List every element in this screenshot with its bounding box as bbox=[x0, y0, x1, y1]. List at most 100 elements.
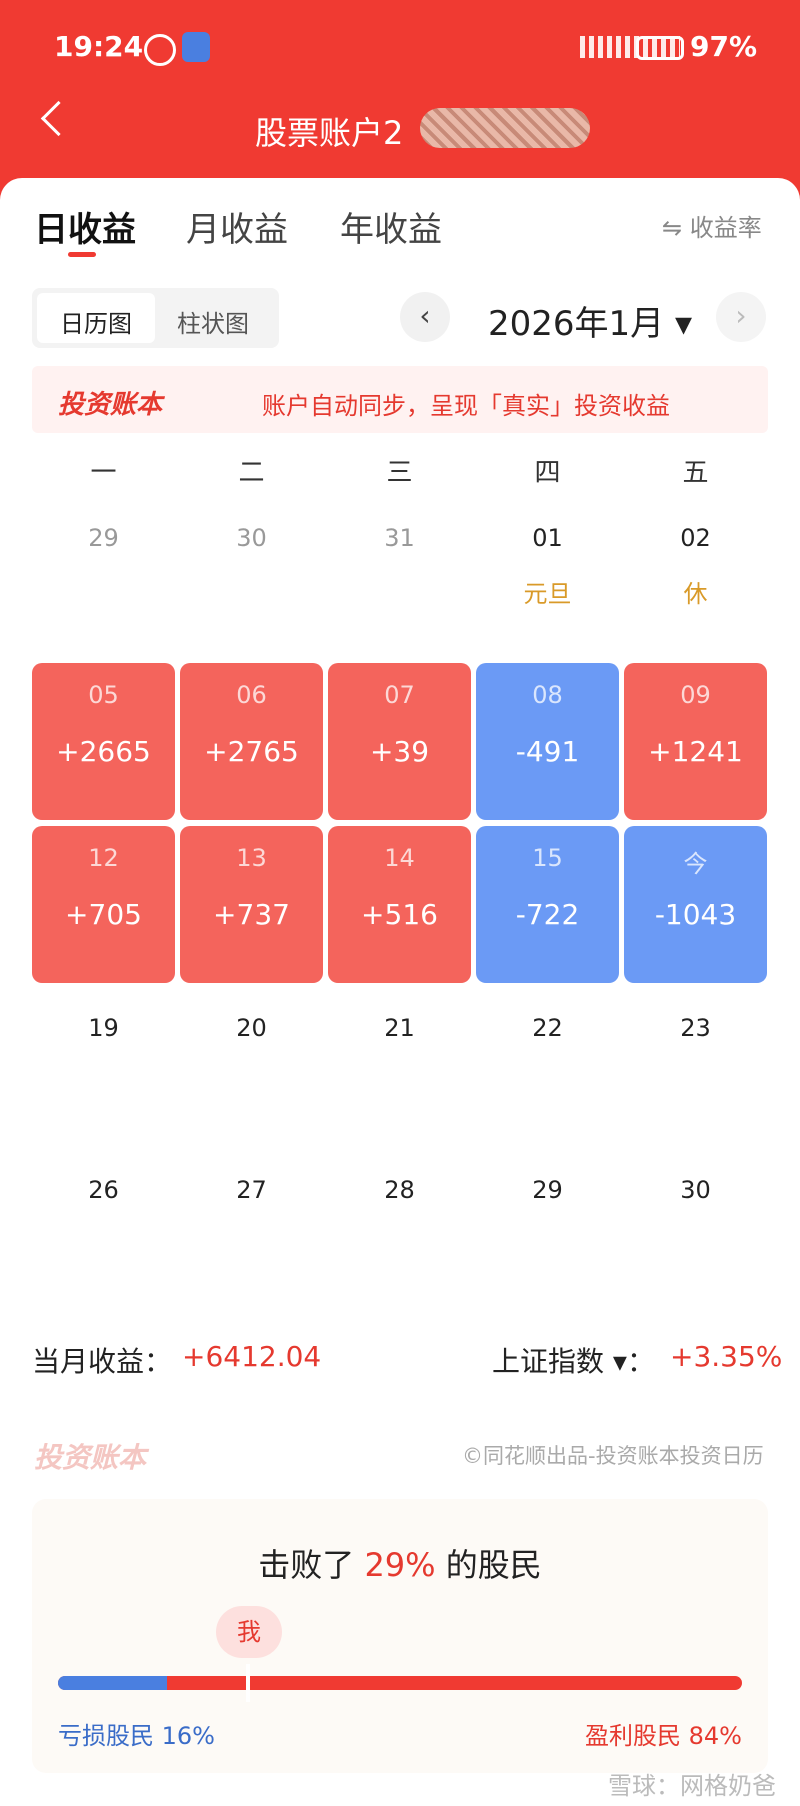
prev-month[interactable]: ‹ bbox=[400, 292, 450, 342]
day-pnl: -722 bbox=[515, 898, 580, 931]
day-cell[interactable]: 30 bbox=[624, 1162, 767, 1319]
day-cell[interactable]: 08 -491 bbox=[476, 663, 619, 820]
rank-percent: 29% bbox=[364, 1546, 436, 1584]
weekday: 一 bbox=[90, 458, 117, 488]
index-label: 上证指数 bbox=[492, 1345, 605, 1378]
day-cell[interactable]: 30 bbox=[180, 510, 323, 667]
signal-icons bbox=[580, 36, 680, 58]
index-colon: ： bbox=[626, 1345, 655, 1378]
watermark: 雪球：网格奶爸 bbox=[608, 1772, 776, 1800]
day-number: 19 bbox=[88, 1014, 119, 1042]
app-icon bbox=[182, 32, 210, 62]
day-number: 30 bbox=[236, 524, 267, 552]
index-selector[interactable]: 上证指数 ▾： bbox=[492, 1345, 655, 1378]
day-number: 23 bbox=[680, 1014, 711, 1042]
day-pnl: +737 bbox=[213, 898, 290, 931]
clock: 19:24 bbox=[54, 30, 144, 63]
day-number: 13 bbox=[236, 844, 267, 872]
weekday: 三 bbox=[386, 458, 413, 488]
day-cell[interactable]: 06 +2765 bbox=[180, 663, 323, 820]
rank-title: 击败了 29% 的股民 bbox=[0, 1540, 800, 1586]
view-bar[interactable]: 柱状图 bbox=[177, 310, 249, 338]
day-cell[interactable]: 05 +2665 bbox=[32, 663, 175, 820]
tab[interactable]: 月收益 bbox=[186, 210, 288, 250]
rate-toggle[interactable]: ⇋ 收益率 bbox=[662, 214, 762, 242]
back-button[interactable] bbox=[40, 100, 77, 137]
day-cell[interactable]: 01 元旦 bbox=[476, 510, 619, 667]
masked-account bbox=[420, 108, 590, 148]
footer-brand: 投资账本 bbox=[34, 1441, 147, 1474]
battery-icon bbox=[636, 36, 684, 60]
day-cell[interactable]: 31 bbox=[328, 510, 471, 667]
day-number: 15 bbox=[532, 844, 563, 872]
day-number: 31 bbox=[384, 524, 415, 552]
loss-label: 亏损股民 16% bbox=[58, 1722, 215, 1750]
day-cell[interactable]: 29 bbox=[32, 510, 175, 667]
day-cell[interactable]: 12 +705 bbox=[32, 826, 175, 983]
day-number: 07 bbox=[384, 681, 415, 709]
rate-label: 收益率 bbox=[689, 214, 762, 242]
rank-bar bbox=[58, 1676, 742, 1690]
day-cell[interactable]: 15 -722 bbox=[476, 826, 619, 983]
day-cell[interactable]: 22 bbox=[476, 1000, 619, 1157]
day-number: 12 bbox=[88, 844, 119, 872]
day-number: 22 bbox=[532, 1014, 563, 1042]
day-cell[interactable]: 27 bbox=[180, 1162, 323, 1319]
day-cell[interactable]: 02 休 bbox=[624, 510, 767, 667]
tab-indicator bbox=[68, 252, 96, 257]
day-number: 30 bbox=[680, 1176, 711, 1204]
day-pnl: +705 bbox=[65, 898, 142, 931]
day-pnl: +2665 bbox=[56, 735, 151, 768]
tab[interactable]: 年收益 bbox=[340, 210, 442, 250]
day-cell[interactable]: 07 +39 bbox=[328, 663, 471, 820]
day-cell[interactable]: 20 bbox=[180, 1000, 323, 1157]
day-pnl: +2765 bbox=[204, 735, 299, 768]
day-number: 27 bbox=[236, 1176, 267, 1204]
day-cell[interactable]: 28 bbox=[328, 1162, 471, 1319]
weekday: 五 bbox=[682, 458, 709, 488]
banner-brand: 投资账本 bbox=[58, 390, 163, 420]
day-cell[interactable]: 26 bbox=[32, 1162, 175, 1319]
day-cell[interactable]: 今 -1043 bbox=[624, 826, 767, 983]
day-number: 09 bbox=[680, 681, 711, 709]
day-cell[interactable]: 13 +737 bbox=[180, 826, 323, 983]
banner bbox=[32, 366, 768, 433]
day-pnl: -1043 bbox=[654, 898, 737, 931]
rank-card bbox=[32, 1499, 768, 1773]
view-calendar[interactable]: 日历图 bbox=[60, 310, 132, 338]
view-selected bbox=[37, 293, 155, 343]
day-number: 05 bbox=[88, 681, 119, 709]
holiday-note: 元旦 bbox=[523, 580, 572, 608]
page-title: 股票账户2 bbox=[255, 114, 404, 152]
me-marker bbox=[246, 1664, 250, 1702]
next-month[interactable]: › bbox=[716, 292, 766, 342]
footer-credit: ©同花顺出品-投资账本投资日历 bbox=[462, 1444, 764, 1468]
day-cell[interactable]: 09 +1241 bbox=[624, 663, 767, 820]
day-cell[interactable]: 23 bbox=[624, 1000, 767, 1157]
rank-prefix: 击败了 bbox=[258, 1546, 355, 1584]
month-selector[interactable]: 2026年1月 ▾ bbox=[488, 304, 693, 344]
alarm-icon bbox=[144, 34, 176, 66]
day-cell[interactable]: 21 bbox=[328, 1000, 471, 1157]
day-cell[interactable]: 19 bbox=[32, 1000, 175, 1157]
day-cell[interactable]: 29 bbox=[476, 1162, 619, 1319]
day-number: 21 bbox=[384, 1014, 415, 1042]
me-bubble: 我 bbox=[216, 1606, 282, 1658]
month-label: 2026年1月 bbox=[488, 304, 665, 344]
month-pnl-label: 当月收益： bbox=[32, 1345, 173, 1378]
day-number: 02 bbox=[680, 524, 711, 552]
weekday: 二 bbox=[238, 458, 265, 488]
day-number: 28 bbox=[384, 1176, 415, 1204]
day-pnl: +1241 bbox=[648, 735, 743, 768]
weekday: 四 bbox=[534, 458, 561, 488]
battery-level: 97% bbox=[690, 30, 758, 63]
tab[interactable]: 日收益 bbox=[34, 210, 136, 250]
day-cell[interactable]: 14 +516 bbox=[328, 826, 471, 983]
index-value: +3.35% bbox=[670, 1340, 783, 1373]
rank-suffix: 的股民 bbox=[445, 1546, 542, 1584]
day-number: 08 bbox=[532, 681, 563, 709]
day-number: 14 bbox=[384, 844, 415, 872]
day-number: 20 bbox=[236, 1014, 267, 1042]
day-pnl: +516 bbox=[361, 898, 438, 931]
